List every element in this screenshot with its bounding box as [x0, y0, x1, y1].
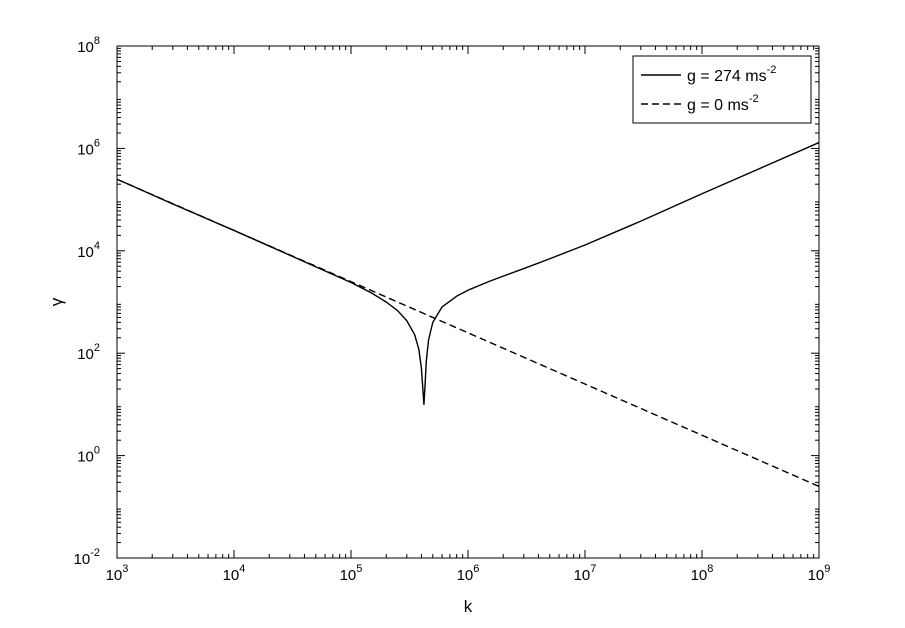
- y-tick-exp: -2: [90, 547, 100, 559]
- y-tick-base: 10: [74, 551, 91, 568]
- x-tick-label: 105: [340, 563, 363, 584]
- legend-entry-dashed: g = 0 ms-2: [687, 93, 759, 114]
- x-tick-exp: 3: [122, 563, 128, 575]
- legend-entry-solid: g = 274 ms-2: [687, 64, 776, 85]
- y-tick-exp: 0: [94, 445, 100, 457]
- x-tick-label: 107: [574, 563, 597, 584]
- x-tick-label: 108: [691, 563, 714, 584]
- x-tick-base: 10: [691, 567, 708, 584]
- x-tick-exp: 6: [473, 563, 479, 575]
- x-tick-exp: 5: [356, 563, 362, 575]
- y-tick-base: 10: [77, 39, 94, 56]
- y-tick-label: 102: [77, 342, 100, 363]
- legend-entry-dashed-name: g = 0 ms: [687, 97, 749, 114]
- x-axis-label: k: [464, 597, 473, 616]
- y-tick-exp: 2: [94, 342, 100, 354]
- x-tick-base: 10: [223, 567, 240, 584]
- y-tick-exp: 4: [94, 240, 100, 252]
- legend-entry-solid-name: g = 274 ms: [687, 68, 767, 85]
- x-tick-exp: 4: [239, 563, 245, 575]
- x-tick-base: 10: [340, 567, 357, 584]
- ticks-layer: [116, 45, 820, 559]
- x-tick-label: 104: [223, 563, 246, 584]
- y-tick-label: 108: [77, 35, 100, 56]
- x-tick-exp: 8: [707, 563, 713, 575]
- y-tick-base: 10: [77, 141, 94, 158]
- legend-entry-solid-exp: -2: [767, 64, 777, 76]
- y-tick-label: 10-2: [74, 547, 100, 568]
- series-line-solid: [116, 141, 820, 406]
- x-tick-label: 106: [457, 563, 480, 584]
- axes-box: [116, 45, 820, 559]
- y-tick-exp: 6: [94, 137, 100, 149]
- x-tick-exp: 9: [824, 563, 830, 575]
- y-tick-label: 104: [77, 240, 100, 261]
- series-layer: [116, 141, 820, 488]
- y-axis-label: γ: [47, 297, 66, 306]
- y-tick-label: 106: [77, 137, 100, 158]
- legend-box: [632, 55, 812, 124]
- plot-area: [117, 46, 819, 558]
- y-tick-base: 10: [77, 346, 94, 363]
- y-tick-label: 100: [77, 445, 100, 466]
- legend-entry-dashed-exp: -2: [749, 93, 759, 105]
- x-tick-base: 10: [106, 567, 123, 584]
- y-tick-base: 10: [77, 449, 94, 466]
- series-line-dashed: [116, 178, 820, 488]
- legend: g = 274 ms-2 g = 0 ms-2: [632, 55, 812, 124]
- x-tick-base: 10: [457, 567, 474, 584]
- x-tick-label: 103: [106, 563, 129, 584]
- y-tick-base: 10: [77, 244, 94, 261]
- x-tick-base: 10: [808, 567, 825, 584]
- y-tick-exp: 8: [94, 35, 100, 47]
- x-tick-base: 10: [574, 567, 591, 584]
- x-tick-exp: 7: [590, 563, 596, 575]
- x-tick-label: 109: [808, 563, 831, 584]
